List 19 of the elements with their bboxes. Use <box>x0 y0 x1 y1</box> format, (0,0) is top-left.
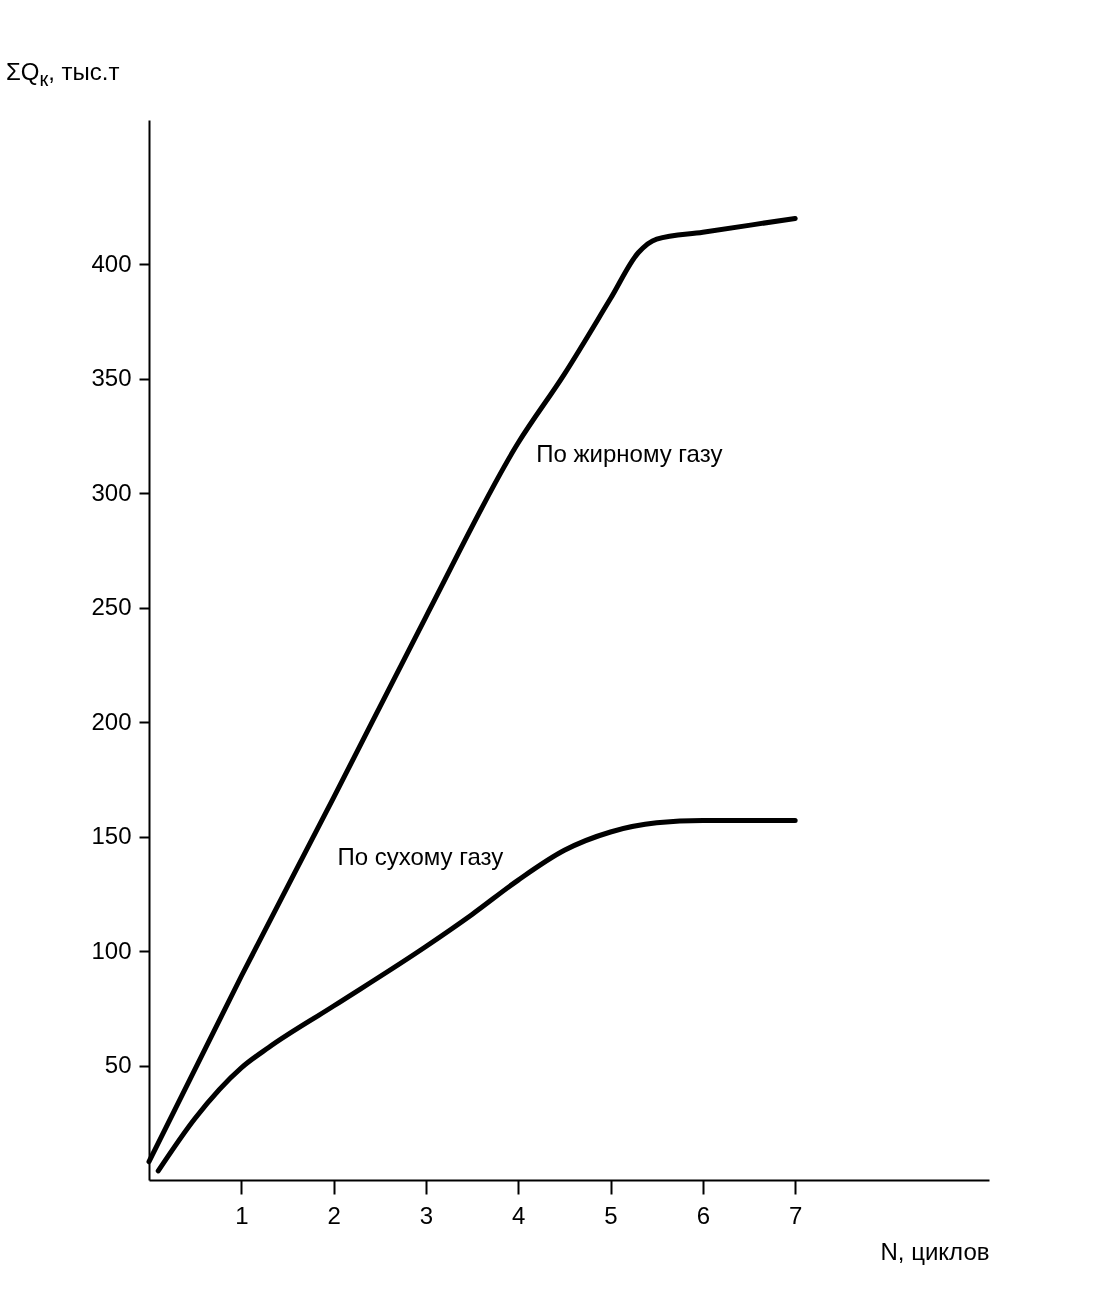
x-tick-label: 5 <box>604 1201 618 1229</box>
y-tick-label: 350 <box>91 364 132 392</box>
x-tick-label: 2 <box>327 1201 341 1229</box>
x-axis-title: N, циклов <box>880 1237 990 1265</box>
y-tick-label: 50 <box>104 1051 132 1079</box>
series-label: По жирному газу <box>536 439 723 467</box>
y-axis-title: ΣQ$_{к}$, тыс.т <box>6 58 120 91</box>
y-tick-label: 150 <box>91 822 132 850</box>
series-label: По сухому газу <box>337 843 504 871</box>
y-tick-label: 300 <box>91 478 132 506</box>
y-tick-label: 200 <box>91 707 132 735</box>
x-tick-label: 1 <box>235 1201 249 1229</box>
x-tick-label: 4 <box>512 1201 526 1229</box>
x-tick-label: 6 <box>696 1201 711 1229</box>
x-tick-label: 7 <box>788 1201 803 1229</box>
x-tick-label: 3 <box>419 1201 434 1229</box>
y-tick-label: 100 <box>91 936 132 964</box>
y-tick-label: 400 <box>91 249 132 277</box>
y-tick-label: 250 <box>91 593 132 621</box>
